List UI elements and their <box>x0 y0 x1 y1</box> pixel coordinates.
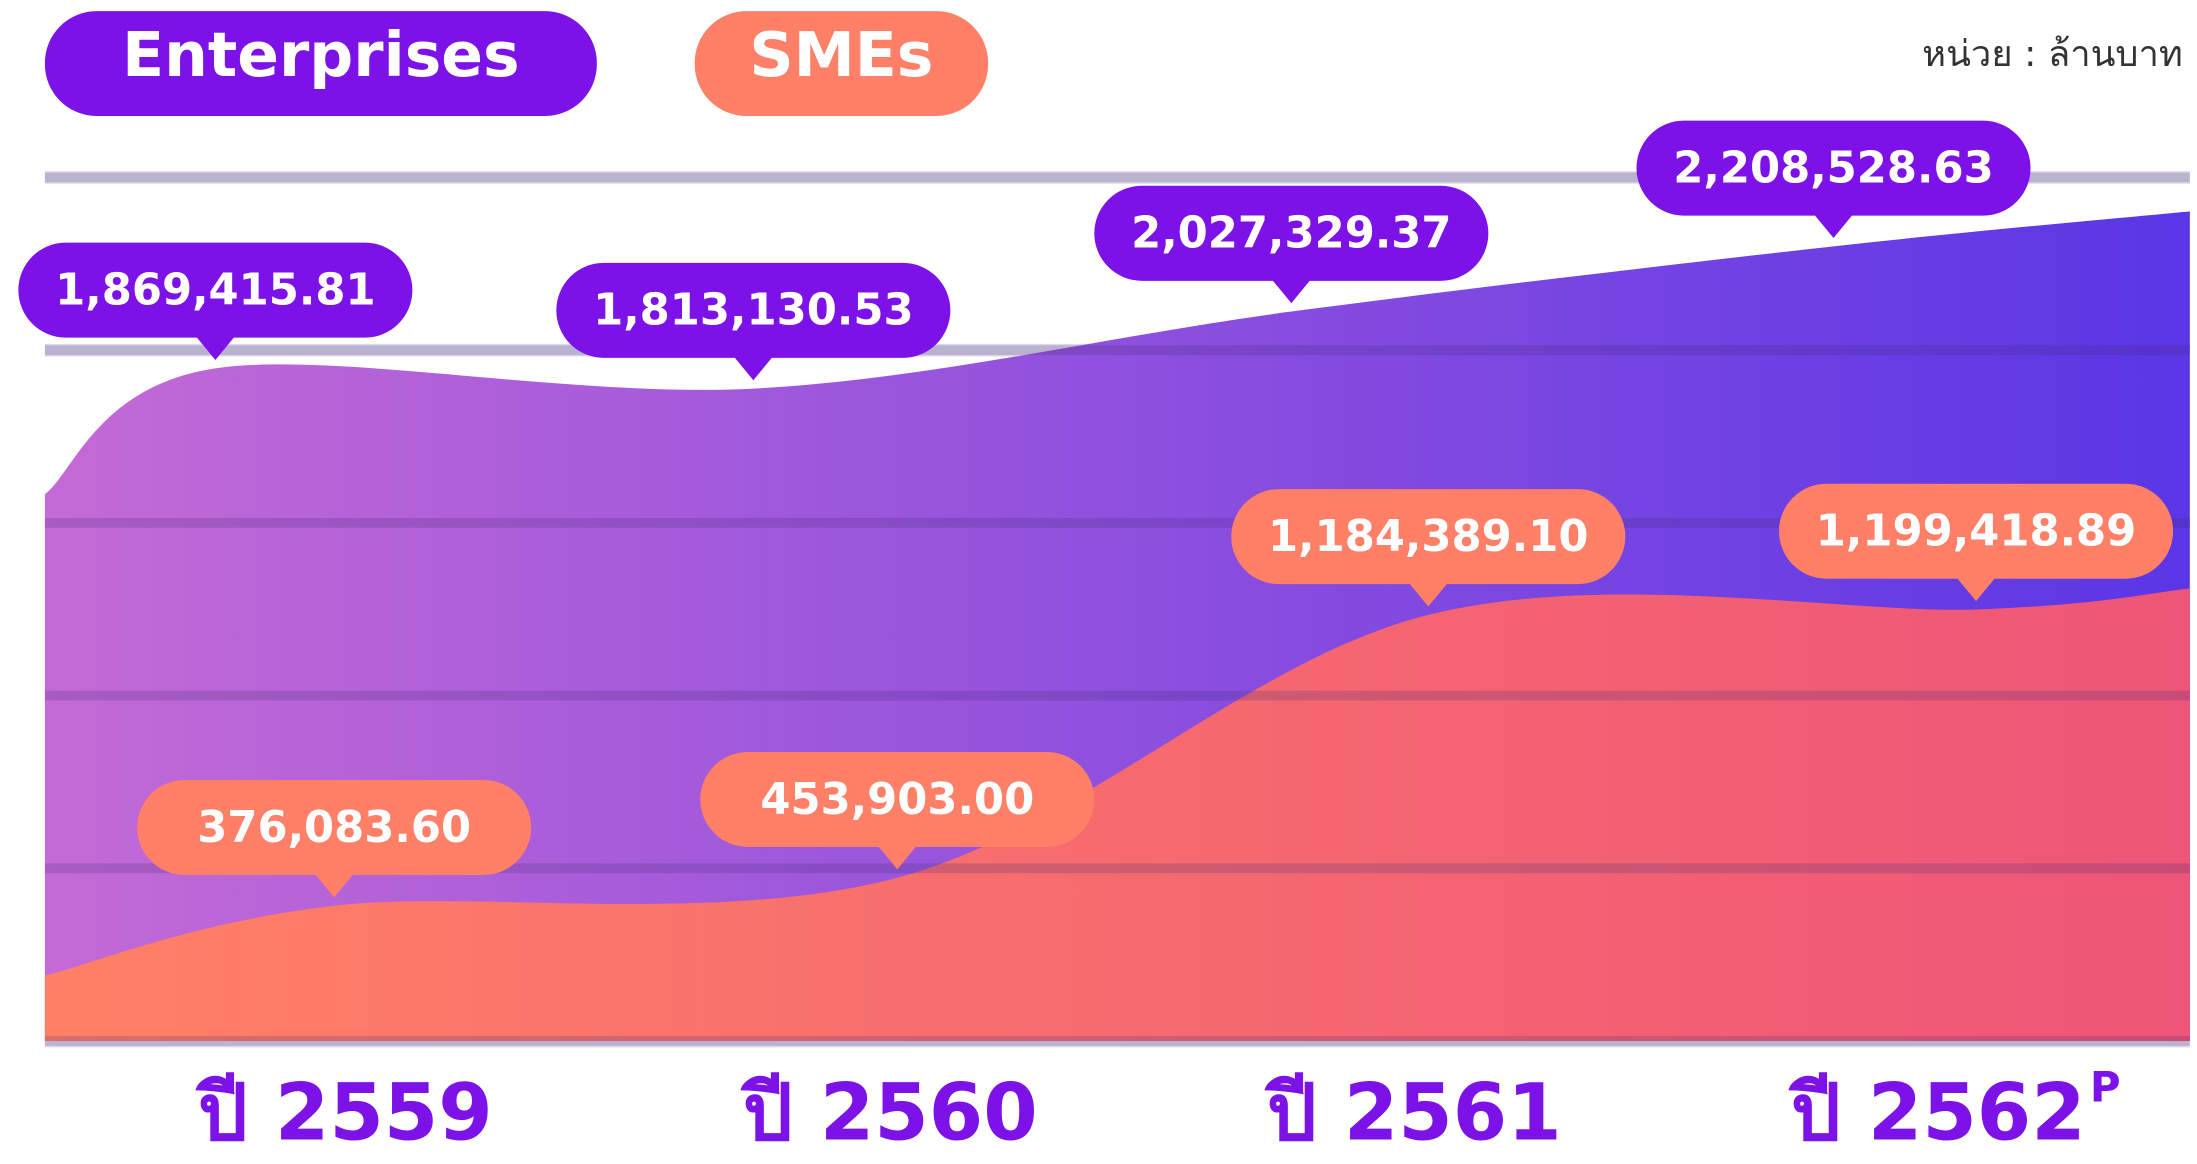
callout-box <box>556 262 951 358</box>
value-callout: 2,027,329.37 <box>1094 185 1489 304</box>
legend-pill <box>44 11 597 116</box>
data-label: 1,184,389.10 <box>1268 512 1588 562</box>
value-callout: 1,813,130.53 <box>556 262 951 381</box>
callout-pointer <box>877 845 917 870</box>
callout-box <box>18 242 413 338</box>
data-label: 453,903.00 <box>760 775 1034 825</box>
callout-pointer <box>733 356 773 381</box>
unit-label: หน่วย : ล้านบาท <box>1922 32 2183 75</box>
callout-pointer <box>195 336 235 360</box>
callout-box <box>137 779 532 875</box>
value-callout: 1,869,415.81 <box>18 242 413 360</box>
callout-box <box>1094 185 1489 281</box>
data-label: 2,208,528.63 <box>1673 143 1993 193</box>
data-label: 2,027,329.37 <box>1131 209 1451 259</box>
x-tick-label: ปี 2559 <box>195 1067 493 1158</box>
x-tick-label: ปี 2561 <box>1264 1067 1562 1158</box>
value-callout: 1,184,389.10 <box>1231 489 1626 607</box>
legend-label: Enterprises <box>122 20 519 91</box>
value-callout: 2,208,528.63 <box>1636 120 2031 238</box>
callout-box <box>1636 120 2031 216</box>
callout-box <box>1231 489 1626 585</box>
callout-box <box>1779 483 2174 579</box>
data-label: 376,083.60 <box>197 803 471 853</box>
callout-box <box>700 751 1095 847</box>
callout-pointer <box>1271 279 1311 304</box>
legend-pill <box>694 11 989 116</box>
legend-label: SMEs <box>749 20 933 91</box>
callout-pointer <box>1956 577 1996 602</box>
data-label: 1,813,130.53 <box>593 286 913 336</box>
area <box>44 588 2190 1042</box>
x-tick-label: ปี 2560 <box>740 1067 1038 1158</box>
callout-pointer <box>314 873 354 898</box>
callout-pointer <box>1408 582 1448 607</box>
value-callout: 376,083.60 <box>137 779 532 898</box>
data-label: 1,869,415.81 <box>55 265 375 315</box>
x-tick-label: ปี 2562 <box>1788 1067 2086 1158</box>
callout-pointer <box>1813 214 1854 238</box>
data-label: 1,199,418.89 <box>1816 507 2136 557</box>
value-callout: 1,199,418.89 <box>1779 483 2174 602</box>
value-callout: 453,903.00 <box>700 751 1095 870</box>
category-note: P <box>2090 1062 2121 1111</box>
